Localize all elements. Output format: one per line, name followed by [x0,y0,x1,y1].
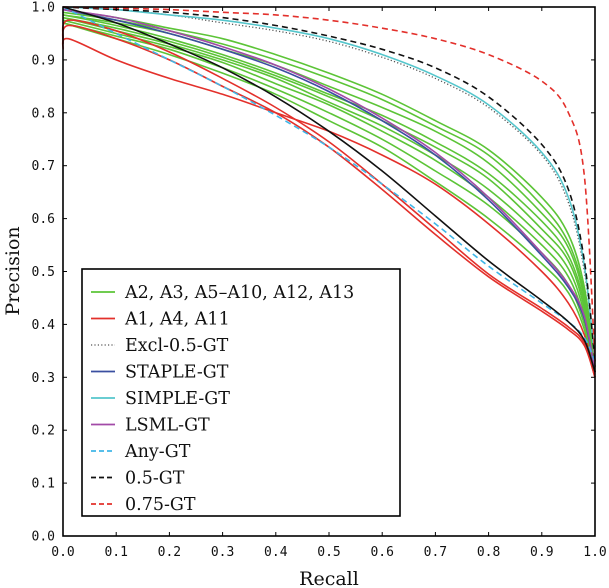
legend-label: 0.75-GT [125,495,196,515]
x-axis-title: Recall [299,568,359,588]
y-tick-label: 0.7 [32,159,55,174]
series-line-7 [62,19,596,373]
series-line-18 [62,6,596,362]
legend-item: Any-GT [91,442,191,462]
legend-label: A1, A4, A11 [124,310,230,330]
x-tick-label: 0.9 [530,545,553,560]
x-tick-label: 0.1 [104,545,127,560]
series-layer [61,6,596,378]
legend-item: A1, A4, A11 [91,310,230,330]
series-line-12 [61,19,596,378]
legend-item: A2, A3, A5–A10, A12, A13 [91,283,354,303]
legend-item: LSML-GT [91,416,210,436]
legend-item: Excl-0.5-GT [91,336,229,356]
x-tick-label: 0.4 [264,545,288,560]
x-tick-label: 0.8 [477,545,500,560]
y-tick-label: 0.9 [32,53,55,68]
series-line-11 [61,24,596,378]
y-tick-label: 0.1 [32,477,55,492]
x-tick-label: 1.0 [583,545,606,560]
legend-box [81,268,401,517]
legend: A2, A3, A5–A10, A12, A13 A1, A4, A11 Excl-… [81,268,401,517]
tick-layer: 0.0 0.1 0.2 0.3 0.4 0.5 0.6 0.7 0.8 0.9 1.0 0.0 0.1 0… [32,1,607,561]
legend-label: STAPLE-GT [125,363,229,383]
legend-item: SIMPLE-GT [91,389,230,409]
legend-label: Excl-0.5-GT [125,336,229,356]
series-line-1 [62,8,596,367]
y-tick-label: 0.0 [32,530,55,545]
legend-item: 0.75-GT [91,495,196,515]
legend-label: 0.5-GT [125,469,185,489]
y-tick-label: 0.3 [32,371,55,386]
y-tick-label: 0.4 [32,318,56,333]
series-line-14 [62,8,596,373]
legend-label: SIMPLE-GT [125,389,230,409]
series-line-16 [62,8,596,373]
series-line-4 [62,14,596,373]
y-axis-title: Precision [2,226,24,315]
series-line-17 [62,6,596,362]
legend-item: STAPLE-GT [91,363,229,383]
y-tick-label: 0.5 [32,265,55,280]
x-tick-label: 0.5 [317,545,340,560]
x-tick-label: 0.6 [370,545,393,560]
legend-label: A2, A3, A5–A10, A12, A13 [124,283,354,303]
y-tick-label: 0.8 [32,106,55,121]
legend-items: A2, A3, A5–A10, A12, A13 A1, A4, A11 Excl-… [91,283,354,515]
y-tick-label: 0.2 [32,424,55,439]
legend-label: Any-GT [124,442,191,462]
y-tick-label: 0.6 [32,212,55,227]
x-tick-label: 0.2 [158,545,181,560]
y-tick-label: 1.0 [32,1,55,16]
series-line-15 [62,6,596,362]
x-tick-label: 0.0 [51,545,74,560]
series-line-9 [62,22,596,378]
legend-label: LSML-GT [125,416,210,436]
series-line-10 [61,37,596,378]
legend-item: 0.5-GT [91,469,185,489]
series-line-19 [62,6,596,373]
x-tick-label: 0.3 [211,545,234,560]
x-tick-label: 0.7 [424,545,447,560]
